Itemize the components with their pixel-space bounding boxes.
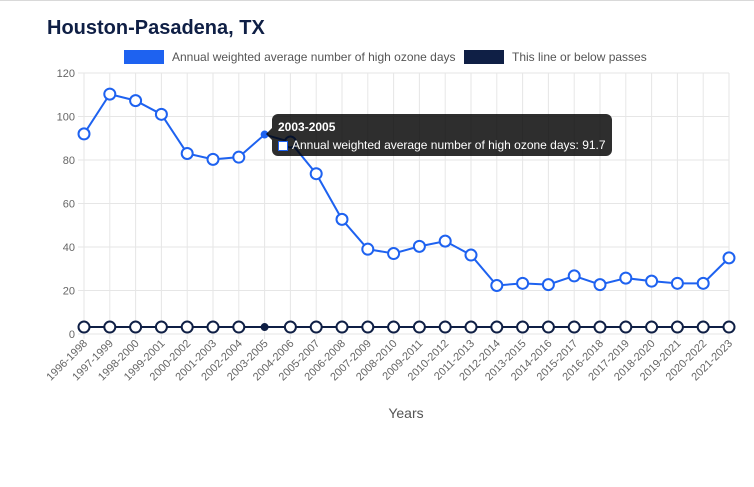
legend: Annual weighted average number of high o… (0, 47, 754, 67)
y-tick-label: 60 (63, 199, 75, 211)
grid-lines (78, 72, 730, 339)
high-ozone-days-point[interactable] (387, 247, 401, 261)
series-threshold (77, 320, 736, 334)
high-ozone-days-point[interactable] (722, 251, 736, 265)
chart-title: Houston-Pasadena, TX (47, 17, 265, 39)
high-ozone-days-point[interactable] (670, 276, 684, 290)
high-ozone-days-point[interactable] (412, 239, 426, 253)
high-ozone-days-point[interactable] (77, 127, 91, 141)
threshold-point[interactable] (722, 320, 736, 334)
threshold-point[interactable] (490, 320, 504, 334)
high-ozone-days-point[interactable] (464, 248, 478, 262)
tooltip-title: 2003-2005 (278, 120, 336, 134)
threshold-point[interactable] (129, 320, 143, 334)
legend-item-high-ozone-days[interactable]: Annual weighted average number of high o… (124, 47, 456, 67)
high-ozone-days-point[interactable] (206, 152, 220, 166)
tooltip: 2003-2005 Annual weighted average number… (266, 114, 612, 156)
threshold-point[interactable] (438, 320, 452, 334)
threshold-point[interactable] (335, 320, 349, 334)
y-tick-label: 100 (57, 112, 75, 124)
y-tick-label: 120 (57, 68, 75, 80)
tooltip-arrow (266, 128, 272, 140)
tooltip-body: Annual weighted average number of high o… (278, 138, 606, 153)
high-ozone-days-point[interactable] (361, 242, 375, 256)
y-tick-label: 20 (63, 286, 75, 298)
y-tick-label: 80 (63, 155, 75, 167)
tooltip-swatch (278, 140, 288, 151)
high-ozone-days-point[interactable] (696, 276, 710, 290)
threshold-point[interactable] (361, 320, 375, 334)
high-ozone-days-point[interactable] (645, 274, 659, 288)
legend-item-threshold[interactable]: This line or below passes (464, 47, 647, 67)
threshold-point[interactable] (387, 320, 401, 334)
threshold-point[interactable] (412, 320, 426, 334)
threshold-point[interactable] (645, 320, 659, 334)
high-ozone-days-point[interactable] (438, 234, 452, 248)
threshold-point[interactable] (180, 320, 194, 334)
high-ozone-days-point[interactable] (516, 276, 530, 290)
threshold-point[interactable] (696, 320, 710, 334)
threshold-point[interactable] (593, 320, 607, 334)
series-high-ozone-days (77, 87, 736, 292)
legend-label-high-ozone-days: Annual weighted average number of high o… (172, 50, 456, 64)
high-ozone-days-point[interactable] (335, 212, 349, 226)
legend-label-threshold: This line or below passes (512, 50, 647, 64)
threshold-point[interactable] (541, 320, 555, 334)
high-ozone-days-point[interactable] (154, 107, 168, 121)
y-axis-ticks: 0 20 40 60 80 100 120 (57, 68, 75, 341)
threshold-point[interactable] (206, 320, 220, 334)
legend-swatch-high-ozone-days (124, 50, 164, 64)
high-ozone-days-point[interactable] (567, 269, 581, 283)
high-ozone-days-point[interactable] (103, 87, 117, 101)
threshold-point[interactable] (619, 320, 633, 334)
threshold-point[interactable] (154, 320, 168, 334)
threshold-point[interactable] (77, 320, 91, 334)
tooltip-text: Annual weighted average number of high o… (292, 138, 606, 152)
threshold-point[interactable] (283, 320, 297, 334)
high-ozone-days-point[interactable] (619, 271, 633, 285)
high-ozone-days-point[interactable] (129, 94, 143, 108)
threshold-point[interactable] (260, 323, 269, 332)
series-layer (77, 87, 736, 334)
high-ozone-days-point[interactable] (490, 278, 504, 292)
y-tick-label: 40 (63, 242, 75, 254)
y-tick-label: 0 (69, 329, 75, 341)
x-axis-ticks: 1996-19981997-19991998-20001999-20012000… (44, 338, 735, 384)
top-divider (0, 0, 754, 1)
threshold-point[interactable] (309, 320, 323, 334)
threshold-point[interactable] (464, 320, 478, 334)
threshold-point[interactable] (670, 320, 684, 334)
high-ozone-days-point[interactable] (309, 167, 323, 181)
x-axis-title: Years (388, 405, 423, 421)
threshold-point[interactable] (103, 320, 117, 334)
threshold-point[interactable] (232, 320, 246, 334)
high-ozone-days-point[interactable] (180, 146, 194, 160)
threshold-point[interactable] (516, 320, 530, 334)
high-ozone-days-point[interactable] (593, 278, 607, 292)
legend-swatch-threshold (464, 50, 504, 64)
high-ozone-days-point[interactable] (232, 150, 246, 164)
threshold-point[interactable] (567, 320, 581, 334)
high-ozone-days-point[interactable] (541, 278, 555, 292)
